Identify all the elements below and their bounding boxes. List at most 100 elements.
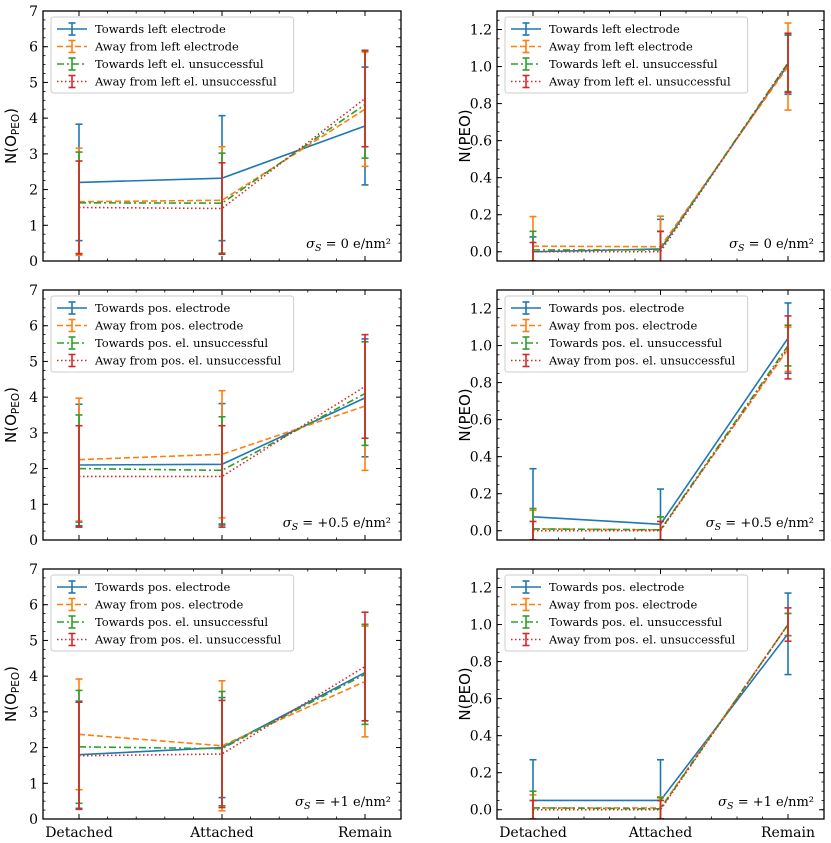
legend-label: Towards pos. electrode (549, 580, 684, 594)
legend: Towards pos. electrode Away from pos. ele… (504, 295, 749, 373)
series-4 (529, 607, 792, 819)
chart-panel-5: 0.0 0.2 0.4 0.6 0.8 1.0 1.2 Detached Attached Rem… (456, 568, 825, 841)
y-axis-label: N(OPEO) (2, 666, 22, 722)
y-tick-label: 6 (29, 319, 38, 335)
x-tick-label: Remain (761, 825, 815, 841)
series-line (532, 345, 789, 531)
series-line (532, 624, 789, 810)
chart-panel-4: 0 1 2 3 4 5 6 7 Detached Attached Remain N(OPEO) Tow… (2, 562, 402, 841)
sigma-annotation: σS = 0 e/nm² (306, 237, 391, 254)
y-ticks: 0 1 2 3 4 5 6 7 (29, 562, 401, 828)
y-tick-label: 0.8 (470, 376, 492, 392)
y-tick-label: 1.0 (470, 60, 492, 76)
y-tick-label: 0 (29, 812, 38, 828)
legend: Towards left electrode Away from left ele… (50, 16, 295, 94)
legend-box (50, 295, 295, 373)
plot-area (75, 333, 369, 528)
y-label-main: N(O (2, 135, 20, 164)
y-tick-label: 7 (29, 4, 38, 20)
y-tick-label: 6 (29, 598, 38, 614)
legend: Towards pos. electrode Away from pos. ele… (504, 574, 749, 652)
legend-box (504, 16, 749, 94)
y-tick-label: 5 (29, 75, 38, 91)
y-label-main: N(O (2, 414, 20, 443)
sigma-annotation: σS = 0 e/nm² (729, 237, 814, 254)
y-tick-label: 7 (29, 283, 38, 299)
y-tick-label: 6 (29, 40, 38, 56)
y-tick-label: 7 (29, 562, 38, 578)
y-ticks: 0.0 0.2 0.4 0.6 0.8 1.0 1.2 (470, 289, 824, 540)
y-tick-label: 1 (29, 218, 38, 234)
series-4 (529, 32, 792, 261)
y-tick-label: 1.2 (470, 23, 492, 39)
legend-label: Towards pos. electrode (95, 301, 230, 315)
y-tick-label: 1.0 (470, 339, 492, 355)
y-tick-label: 1.2 (470, 302, 492, 318)
y-tick-label: 3 (29, 705, 38, 721)
chart-panel-1: 0.0 0.2 0.4 0.6 0.8 1.0 1.2 N(PEO) Towards left … (456, 10, 825, 262)
y-tick-label: 0.0 (470, 524, 492, 540)
y-tick-label: 0.8 (470, 97, 492, 113)
legend-label: Towards pos. el. unsuccessful (549, 615, 722, 629)
legend-label: Towards pos. el. unsuccessful (549, 336, 722, 350)
legend-box (50, 16, 295, 94)
y-tick-label: 0.6 (470, 134, 492, 150)
chart-panel-0: 0 1 2 3 4 5 6 7 N(OPEO) Towards left electrode Awa… (2, 4, 402, 270)
sigma-annotation: σS = +1 e/nm² (295, 795, 391, 812)
y-tick-label: 0.8 (470, 655, 492, 671)
y-tick-label: 2 (29, 183, 38, 199)
x-tick-label: Detached (499, 825, 567, 841)
legend-label: Towards left el. unsuccessful (95, 57, 264, 71)
plot-area (75, 611, 369, 812)
legend-label: Towards left electrode (95, 22, 226, 36)
plot-area (75, 49, 369, 257)
chart-panel-3: 0.0 0.2 0.4 0.6 0.8 1.0 1.2 N(PEO) Towards pos. … (456, 289, 825, 541)
y-axis-label: N(PEO) (456, 667, 474, 720)
legend-box (504, 295, 749, 373)
x-tick-label: Detached (45, 825, 113, 841)
y-axis-label: N(PEO) (456, 388, 474, 441)
axes-frame (42, 10, 402, 262)
sigma-annotation: σS = +0.5 e/nm² (706, 516, 814, 533)
y-tick-label: 0 (29, 254, 38, 270)
legend-label: Away from pos. el. unsuccessful (548, 633, 735, 647)
legend-label: Away from pos. electrode (548, 598, 698, 612)
y-tick-label: 4 (29, 111, 38, 127)
plot-area (529, 302, 792, 540)
series-4 (529, 315, 792, 540)
y-label-end: ) (2, 108, 20, 114)
y-tick-label: 5 (29, 354, 38, 370)
sigma-annotation: σS = +1 e/nm² (718, 795, 814, 812)
series-line (78, 680, 366, 747)
y-label-subscript: PEO (10, 393, 22, 414)
y-tick-label: 3 (29, 147, 38, 163)
y-tick-label: 0.6 (470, 413, 492, 429)
y-tick-label: 1 (29, 776, 38, 792)
sigma-annotation: σS = +0.5 e/nm² (283, 516, 391, 533)
y-tick-label: 0.4 (470, 171, 492, 187)
axes-frame (496, 10, 825, 262)
axes-frame (496, 289, 825, 541)
series-line (533, 624, 789, 811)
legend-label: Towards pos. el. unsuccessful (95, 336, 268, 350)
plot-area (529, 22, 792, 261)
legend-label: Away from pos. electrode (548, 319, 698, 333)
legend-label: Away from pos. el. unsuccessful (94, 633, 281, 647)
legend-label: Towards pos. electrode (95, 580, 230, 594)
axes-frame (42, 289, 402, 541)
legend-label: Away from pos. electrode (94, 319, 244, 333)
y-label-subscript: PEO (10, 672, 22, 693)
y-label-end: ) (2, 387, 20, 393)
y-axis-label: N(OPEO) (2, 108, 22, 164)
y-label-end: ) (2, 666, 20, 672)
y-label-main: N(O (2, 693, 20, 722)
series-line (78, 108, 366, 203)
y-tick-label: 0.0 (470, 245, 492, 261)
x-tick-label: Remain (338, 825, 392, 841)
series-line (533, 346, 789, 532)
y-tick-label: 0.2 (470, 487, 492, 503)
legend: Towards pos. electrode Away from pos. ele… (50, 574, 295, 652)
y-tick-label: 0.6 (470, 692, 492, 708)
y-tick-label: 4 (29, 669, 38, 685)
